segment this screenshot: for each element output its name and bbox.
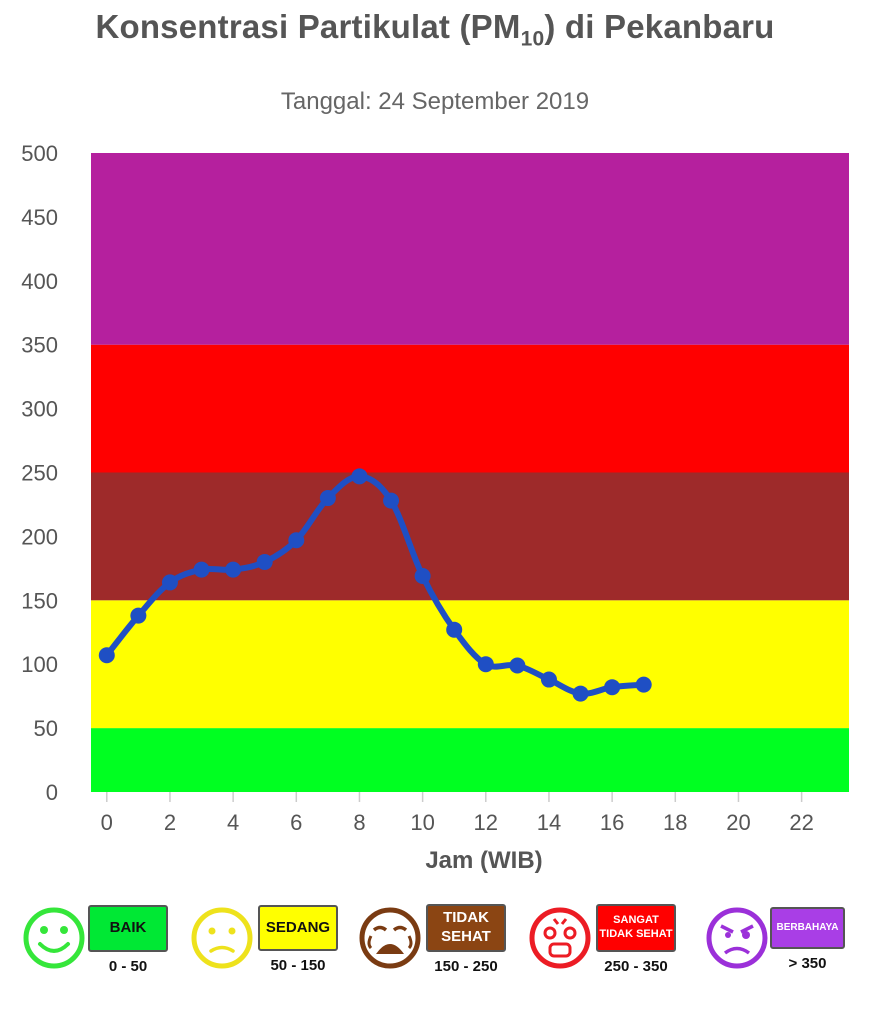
smiley-angry-icon — [705, 906, 769, 975]
x-tick-label: 12 — [474, 810, 498, 835]
x-tick-label: 8 — [353, 810, 365, 835]
data-point — [477, 656, 494, 673]
data-point — [540, 671, 557, 688]
x-tick-label: 22 — [789, 810, 813, 835]
legend-label: TIDAK SEHAT — [599, 928, 673, 940]
band-1 — [91, 600, 849, 729]
legend-range: 250 - 350 — [604, 958, 668, 975]
band-3 — [91, 344, 849, 473]
y-tick-label: 400 — [21, 269, 58, 294]
smiley-happy-icon — [22, 906, 86, 975]
data-point — [509, 657, 526, 674]
y-tick-label: 450 — [21, 205, 58, 230]
data-point — [414, 568, 431, 585]
x-tick-label: 2 — [164, 810, 176, 835]
title-end: ) di Pekanbaru — [544, 8, 775, 45]
legend-label: SEHAT — [441, 928, 491, 945]
x-tick-label: 0 — [101, 810, 113, 835]
legend-range: 50 - 150 — [270, 957, 326, 974]
data-point — [161, 574, 178, 591]
legend-label: BERBAHAYA — [776, 921, 839, 933]
legend-box: TIDAK SEHAT — [426, 904, 506, 952]
y-tick-label: 150 — [21, 588, 58, 613]
legend-label: SEDANG — [265, 918, 331, 936]
title-main: Konsentrasi Partikulat (PM — [95, 8, 521, 45]
legend-box: SANGAT TIDAK SEHAT — [596, 904, 676, 952]
legend-box: SEDANG — [258, 905, 338, 951]
legend-box: BAIK — [88, 904, 168, 952]
data-point — [256, 553, 273, 570]
legend-label: BAIK — [109, 918, 147, 936]
x-tick-label: 4 — [227, 810, 239, 835]
data-point — [130, 607, 147, 624]
data-point — [193, 561, 210, 578]
legend-label: TIDAK — [443, 909, 489, 927]
y-tick-label: 0 — [46, 780, 58, 805]
x-tick-label: 18 — [663, 810, 687, 835]
title-subscript: 10 — [520, 27, 545, 51]
x-tick-label: 6 — [290, 810, 302, 835]
data-point — [319, 490, 336, 507]
data-point — [98, 647, 115, 664]
legend-range: > 350 — [788, 955, 827, 972]
data-point — [635, 676, 652, 693]
y-tick-label: 300 — [21, 397, 58, 422]
data-point — [351, 468, 368, 485]
x-tick-label: 20 — [726, 810, 750, 835]
x-tick-label: 16 — [600, 810, 624, 835]
x-tick-label: 10 — [410, 810, 434, 835]
data-point — [383, 492, 400, 509]
band-2 — [91, 472, 849, 601]
y-tick-label: 500 — [21, 141, 58, 166]
smiley-crying-icon — [358, 906, 422, 975]
x-tick-label: 14 — [537, 810, 561, 835]
data-point — [446, 621, 463, 638]
legend-range: 150 - 250 — [434, 958, 498, 975]
y-tick-label: 350 — [21, 333, 58, 358]
smiley-neutral-icon — [190, 906, 254, 975]
smiley-sick-icon — [528, 906, 592, 975]
legend-label: SANGAT — [613, 914, 659, 927]
data-point — [225, 561, 242, 578]
data-point — [288, 532, 305, 549]
chart-subtitle: Tanggal: 24 September 2019 — [280, 88, 590, 115]
y-tick-label: 100 — [21, 652, 58, 677]
band-0 — [91, 728, 849, 792]
y-tick-label: 250 — [21, 461, 58, 486]
chart-title: Konsentrasi Partikulat (PM10) di Pekanba… — [0, 8, 870, 52]
x-axis-label: Jam (WIB) — [425, 847, 542, 874]
legend-range: 0 - 50 — [108, 957, 148, 975]
data-point — [604, 679, 621, 696]
y-tick-label: 50 — [34, 716, 58, 741]
legend-box: BERBAHAYA — [770, 907, 845, 949]
pm10-line-chart: 0 50 100 150 200 250 300 350 400 450 500 0 2 4 6 8 10 12 1… — [21, 141, 849, 874]
band-4 — [91, 153, 849, 345]
data-point — [572, 685, 589, 702]
y-tick-label: 200 — [21, 524, 58, 549]
